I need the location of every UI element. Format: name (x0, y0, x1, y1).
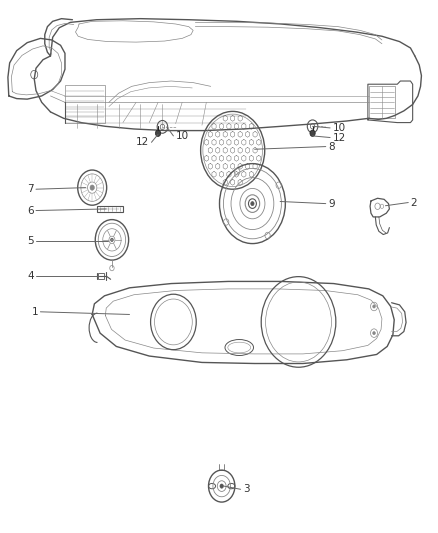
Text: 6: 6 (27, 206, 34, 215)
Circle shape (219, 484, 223, 488)
Circle shape (309, 130, 314, 136)
Text: 1: 1 (32, 307, 38, 317)
Text: 12: 12 (136, 138, 149, 147)
Circle shape (372, 332, 374, 335)
Text: 3: 3 (242, 484, 249, 494)
Circle shape (250, 201, 254, 206)
Text: 12: 12 (332, 133, 345, 142)
Text: 4: 4 (27, 271, 34, 281)
Text: 10: 10 (175, 131, 188, 141)
Text: 5: 5 (27, 236, 34, 246)
Text: 9: 9 (327, 199, 334, 208)
Text: 7: 7 (27, 184, 34, 194)
Text: 8: 8 (327, 142, 334, 151)
Circle shape (110, 238, 113, 241)
Circle shape (372, 305, 374, 308)
Circle shape (155, 130, 160, 136)
Circle shape (109, 236, 115, 244)
Text: 10: 10 (332, 123, 345, 133)
Circle shape (90, 185, 94, 190)
Text: 2: 2 (410, 198, 416, 207)
